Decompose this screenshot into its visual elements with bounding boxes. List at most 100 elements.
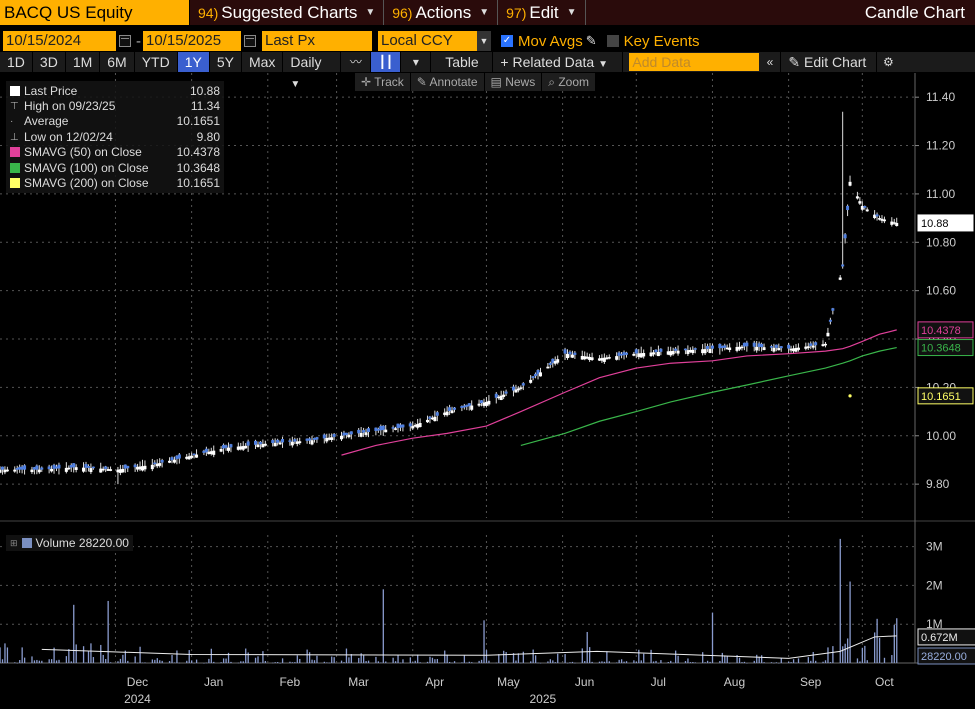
legend-label: Low on 12/02/24	[24, 129, 113, 144]
candle-body	[821, 344, 825, 347]
table-button[interactable]: Table	[431, 52, 494, 72]
volume-bar	[247, 652, 249, 663]
news-tool[interactable]: ▤ News	[485, 73, 543, 91]
x-tick-label: Aug	[724, 675, 745, 689]
volume-bar	[296, 655, 298, 663]
volume-bar	[726, 656, 728, 663]
volume-bar	[743, 661, 746, 663]
volume-bar	[41, 660, 43, 663]
volume-bar	[702, 652, 704, 663]
candle-body	[138, 466, 142, 470]
candle-body	[701, 349, 705, 354]
volume-bar	[792, 659, 795, 663]
volume-bar	[864, 645, 866, 663]
x-tick-label: May	[497, 675, 520, 689]
key-events-checkbox[interactable]	[606, 35, 619, 47]
start-date-field[interactable]: 10/15/2024	[3, 31, 116, 51]
candle-body	[669, 351, 673, 356]
ticker-field[interactable]: BACQ US Equity	[0, 0, 190, 25]
range-button-ytd[interactable]: YTD	[135, 52, 178, 72]
y-tick-label: 10.60	[926, 284, 956, 298]
calendar-icon[interactable]	[244, 35, 256, 47]
volume-bar	[549, 659, 552, 663]
volume-bar	[139, 646, 141, 663]
menu-label: Actions	[415, 2, 472, 22]
y-tick-label: 11.20	[926, 139, 955, 153]
candle-body	[224, 445, 228, 448]
volume-legend: ⊞ Volume 28220.00	[6, 535, 133, 551]
volume-bar	[136, 662, 139, 664]
candle-body	[376, 428, 380, 431]
candle-body	[55, 466, 59, 469]
candle-body	[482, 402, 486, 406]
candle-body	[865, 209, 869, 212]
volume-bar	[323, 661, 325, 663]
currency-select[interactable]: Local CCY	[378, 31, 477, 51]
volume-bar	[706, 660, 709, 663]
volume-swatch	[21, 538, 32, 548]
candle-body	[433, 416, 437, 422]
key-events-label[interactable]: Key Events	[623, 32, 700, 50]
candle-body	[462, 405, 466, 408]
volume-bar	[6, 647, 9, 663]
calendar-icon[interactable]	[119, 35, 131, 47]
edit-menu[interactable]: 97) Edit ▼	[498, 0, 586, 25]
candle-body	[809, 343, 813, 346]
volume-bar	[65, 656, 68, 663]
candle-body	[315, 437, 319, 440]
volume-bar	[778, 662, 780, 664]
candle-body	[32, 467, 36, 470]
price-field-select[interactable]: Last Px	[262, 31, 372, 51]
related-data-button[interactable]: + Related Data ▼	[493, 52, 624, 72]
track-tool[interactable]: ✛ Track	[355, 73, 411, 91]
range-button-5y[interactable]: 5Y	[210, 52, 242, 72]
volume-bar	[807, 657, 809, 663]
y-tick-label: 9.80	[926, 477, 950, 491]
candle-body	[811, 345, 815, 348]
range-button-1m[interactable]: 1M	[66, 52, 101, 72]
volume-bar	[859, 661, 861, 663]
chevron-down-icon[interactable]: ▾	[401, 52, 432, 72]
range-button-1y[interactable]: 1Y	[177, 52, 210, 72]
end-date-field[interactable]: 10/15/2025	[143, 31, 241, 51]
candle-body	[605, 357, 609, 360]
volume-bar	[773, 662, 775, 664]
volume-bar	[657, 662, 660, 664]
range-button-max[interactable]: Max	[242, 52, 284, 72]
suggested-charts-menu[interactable]: 94) Suggested Charts ▼	[190, 0, 385, 25]
menu-label: Suggested Charts	[221, 2, 358, 22]
add-data-input[interactable]: Add Data	[629, 53, 760, 71]
candle-body	[416, 424, 420, 428]
collapse-icon[interactable]: «	[759, 52, 782, 72]
candle-body	[57, 464, 61, 469]
candle-body	[229, 444, 233, 448]
chevron-down-icon[interactable]: ▼	[477, 31, 491, 51]
candle-chart-icon[interactable]: ┃┃	[371, 52, 402, 72]
collapse-icon[interactable]: ⊞	[10, 537, 18, 548]
legend-label: SMAVG (50) on Close	[24, 145, 142, 160]
line-chart-icon[interactable]: 〰	[341, 52, 372, 72]
mov-avgs-checkbox[interactable]: ✓	[501, 35, 513, 47]
range-button-6m[interactable]: 6M	[100, 52, 135, 72]
candle-body	[64, 467, 68, 472]
candle-body	[863, 205, 867, 208]
mov-avgs-label[interactable]: Mov Avgs	[518, 32, 583, 50]
volume-bar	[38, 660, 41, 663]
candle-body	[140, 466, 144, 471]
range-button-3d[interactable]: 3D	[33, 52, 66, 72]
range-button-1d[interactable]: 1D	[0, 52, 33, 72]
actions-menu[interactable]: 96) Actions ▼	[384, 0, 499, 25]
edit-chart-button[interactable]: ✎ Edit Chart	[781, 52, 878, 72]
legend-row: Last Price 10.88	[10, 83, 220, 98]
volume-bar	[392, 657, 394, 663]
candle-body	[792, 348, 796, 352]
candle-body	[846, 205, 850, 211]
pencil-icon[interactable]: ✎	[585, 33, 597, 48]
zoom-tool[interactable]: ⌕ Zoom	[542, 73, 596, 91]
volume-bar	[306, 649, 308, 663]
annotate-tool[interactable]: ✎ Annotate	[411, 73, 485, 91]
period-select[interactable]: Daily ▼	[283, 52, 342, 90]
volume-tick-label: 3M	[926, 540, 943, 554]
gear-icon[interactable]: ⚙	[883, 55, 894, 69]
